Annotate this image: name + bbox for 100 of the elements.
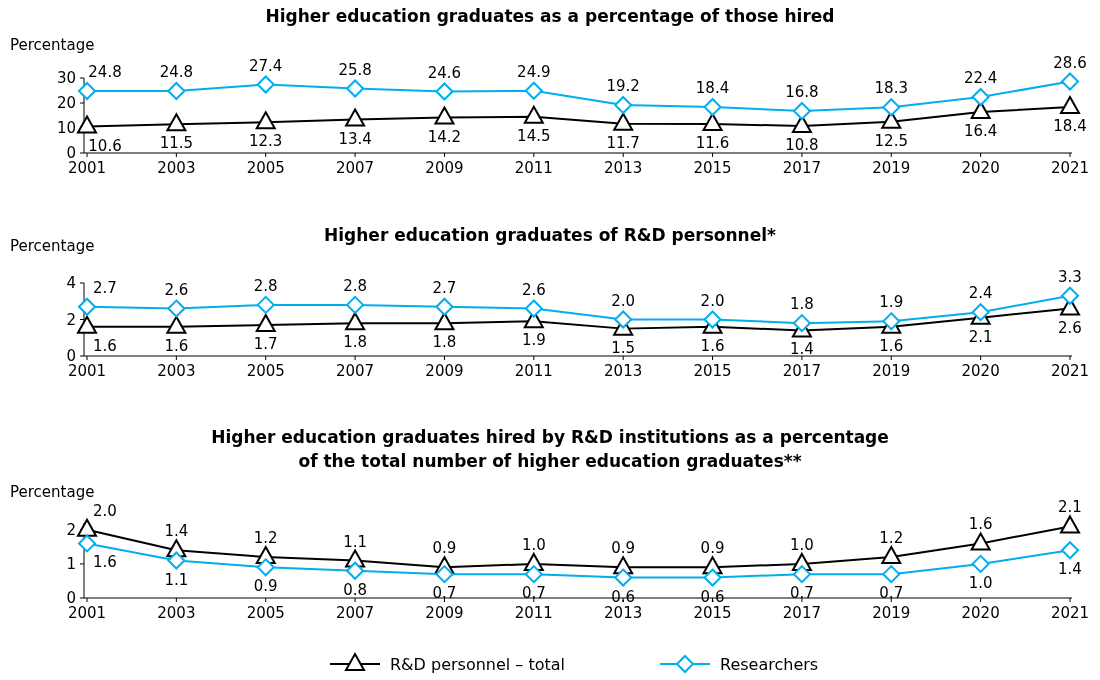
point: [970, 101, 991, 119]
x-tick-label: 2011: [514, 159, 553, 177]
data-label: 1.5: [611, 338, 636, 357]
point: [971, 88, 990, 106]
point: [346, 561, 365, 580]
point: [255, 111, 276, 130]
data-label: 11.5: [159, 134, 194, 153]
y-axis-title: Percentage: [10, 36, 95, 54]
data-label: 1.4: [789, 340, 814, 359]
data-label: 1.2: [253, 529, 278, 548]
data-label: 0.7: [789, 584, 814, 603]
data-label: 1.8: [432, 333, 457, 352]
y-tick-label: 0: [66, 347, 76, 365]
point: [523, 105, 544, 124]
data-label: 2.4: [968, 284, 993, 303]
y-axis-title: Percentage: [10, 237, 95, 255]
data-label: 1.0: [789, 535, 814, 554]
point: [524, 81, 543, 100]
data-label: 1.9: [879, 293, 904, 312]
x-tick-label: 2003: [157, 159, 196, 177]
data-label: 14.2: [427, 127, 462, 146]
data-label: 2.1: [968, 327, 993, 346]
x-tick-label: 2015: [693, 604, 732, 622]
x-tick-label: 2021: [1050, 362, 1090, 380]
y-tick-label: 10: [56, 119, 76, 137]
point: [524, 565, 543, 584]
point: [256, 295, 275, 314]
data-label: 1.6: [164, 336, 189, 355]
point: [1061, 541, 1079, 560]
data-label: 1.6: [700, 336, 725, 355]
point: [345, 108, 366, 127]
data-label: 1.4: [164, 522, 189, 541]
x-tick-label: 2013: [604, 159, 643, 177]
point: [345, 312, 366, 331]
data-label: 0.9: [432, 539, 457, 558]
data-label: 0.7: [432, 584, 457, 603]
point: [1061, 72, 1079, 91]
point: [614, 310, 633, 329]
data-label: 19.2: [606, 77, 640, 95]
data-label: 12.5: [874, 131, 908, 150]
x-tick-label: 2007: [336, 604, 375, 622]
data-label: 0.9: [611, 539, 636, 558]
y-tick-label: 2: [66, 310, 76, 329]
x-tick-label: 2009: [425, 604, 464, 622]
data-label: 2.7: [432, 278, 457, 297]
point: [970, 532, 991, 551]
point: [256, 558, 275, 577]
point: [971, 554, 990, 573]
x-tick-label: 2011: [514, 362, 553, 380]
data-label: 12.3: [249, 132, 283, 151]
point: [434, 312, 455, 331]
point: [524, 299, 543, 318]
y-tick-label: 0: [66, 589, 76, 607]
point: [614, 568, 633, 587]
point: [1060, 515, 1080, 534]
point: [77, 315, 97, 334]
x-tick-label: 2005: [246, 362, 285, 380]
data-label: 16.4: [963, 122, 998, 140]
point: [435, 565, 454, 584]
x-tick-label: 2005: [246, 604, 285, 622]
data-label: 11.6: [695, 134, 730, 152]
data-label: 0.9: [700, 539, 725, 558]
data-label: 1.6: [968, 515, 993, 534]
y-tick-label: 4: [66, 274, 76, 292]
x-tick-label: 2015: [693, 159, 732, 177]
point: [77, 518, 97, 537]
point: [435, 82, 454, 101]
data-label: 2.8: [343, 276, 368, 295]
data-label: 0.9: [253, 577, 278, 596]
x-tick-label: 2007: [336, 159, 375, 177]
x-tick-label: 2017: [782, 604, 821, 622]
data-label: 2.0: [611, 291, 636, 310]
data-label: 3.3: [1058, 267, 1082, 286]
point: [703, 310, 722, 329]
data-label: 0.7: [521, 584, 546, 603]
data-label: 24.8: [88, 63, 122, 81]
data-label: 18.3: [874, 79, 908, 98]
data-label: 1.8: [789, 295, 814, 314]
data-label: 1.0: [521, 535, 546, 554]
x-tick-label: 2013: [604, 362, 643, 380]
data-label: 1.2: [879, 529, 904, 548]
data-label: 18.4: [1053, 117, 1087, 135]
point: [256, 75, 275, 94]
x-tick-label: 2009: [425, 362, 464, 380]
data-label: 2.7: [93, 278, 117, 297]
point: [166, 113, 187, 132]
x-tick-label: 2019: [872, 604, 911, 622]
point: [434, 106, 455, 125]
chart-title: Higher education graduates of R&D personnel*: [324, 225, 777, 245]
point: [78, 82, 96, 100]
point: [792, 102, 811, 120]
point: [792, 314, 811, 333]
data-label: 16.8: [785, 83, 819, 101]
x-tick-label: 2001: [67, 159, 107, 177]
point: [167, 299, 186, 318]
y-tick-label: 20: [56, 94, 76, 112]
x-tick-label: 2003: [157, 362, 196, 380]
x-tick-label: 2017: [782, 159, 821, 177]
data-label: 1.6: [879, 336, 904, 355]
data-label: 0.6: [611, 587, 636, 606]
